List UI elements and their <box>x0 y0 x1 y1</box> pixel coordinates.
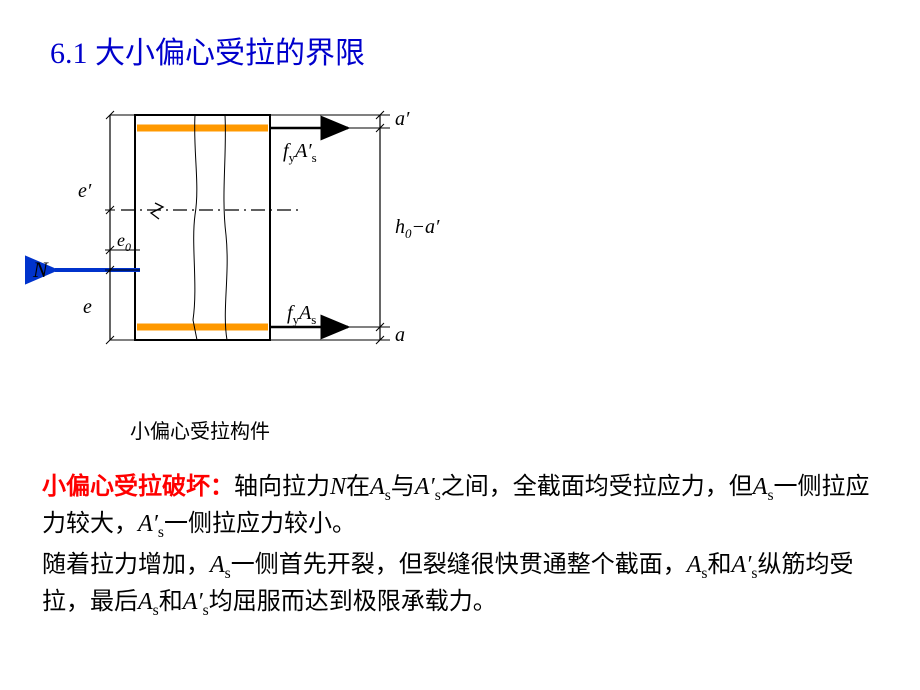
p1-red: 小偏心受拉破坏： <box>42 474 234 500</box>
crack-line-2 <box>224 115 227 340</box>
paragraph-2: 随着拉力增加，As一侧首先开裂，但裂缝很快贯通整个截面，As和A′s纵筋均受拉，… <box>42 548 882 623</box>
label-fy-As-bot: fyAs <box>287 302 316 327</box>
label-e-prime: e′ <box>78 180 92 202</box>
label-e: e <box>83 296 92 318</box>
break-symbol <box>151 203 163 219</box>
page-title: 6.1 大小偏心受拉的界限 <box>50 28 365 72</box>
label-a-prime: a′ <box>395 108 410 130</box>
label-N: N <box>32 257 49 282</box>
label-h0-a: h0−a′ <box>395 216 440 241</box>
paragraph-1: 小偏心受拉破坏：轴向拉力N在As与A′s之间，全截面均受拉应力，但As一侧拉应力… <box>42 470 882 545</box>
label-fy-As-top: fyA′s <box>283 140 317 165</box>
section-diagram: N e′ e e0 a′ a h0−a′ fyA′s fyAs <box>25 95 465 385</box>
label-a: a <box>395 324 405 346</box>
cross-section-rect <box>135 115 270 340</box>
crack-line-1 <box>193 115 197 340</box>
diagram-caption: 小偏心受拉构件 <box>130 415 270 444</box>
